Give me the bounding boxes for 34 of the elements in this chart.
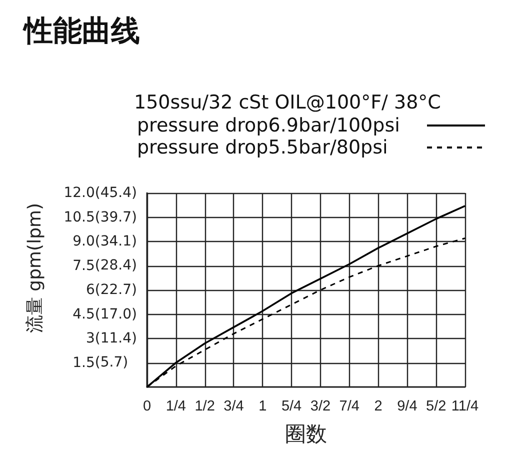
y2-tick-label: (28.4) xyxy=(94,258,138,274)
y2-tick-label: (34.1) xyxy=(94,233,138,250)
y2-tick-label: (17.0) xyxy=(94,306,138,322)
x-tick-label: 1/4 xyxy=(166,398,186,414)
x-tick-label: 9/4 xyxy=(397,398,418,414)
x-tick-label: 11/4 xyxy=(451,398,479,414)
legend-label: pressure drop5.5bar/80psi xyxy=(137,136,388,158)
y-tick-label: 6 xyxy=(86,282,95,298)
x-tick-label: 5/2 xyxy=(426,398,446,414)
y-tick-label: 4.5 xyxy=(72,306,95,322)
x-tick-label: 0 xyxy=(142,398,152,414)
y-tick-label: 7.5 xyxy=(72,258,95,274)
y-tick-label: 10.5 xyxy=(64,209,95,226)
y-tick-label: 9.0 xyxy=(72,234,95,250)
x-tick-label: 7/4 xyxy=(339,398,360,414)
y2-tick-label: (11.4) xyxy=(94,330,138,346)
x-tick-label: 5/4 xyxy=(281,398,302,414)
y2-tick-label: (22.7) xyxy=(94,282,138,298)
x-tick-label: 3/2 xyxy=(310,398,331,414)
legend-title: 150ssu/32 cSt OIL@100°F/ 38°C xyxy=(134,92,441,114)
x-tick-label: 1/2 xyxy=(194,398,215,414)
x-tick-label: 1 xyxy=(258,398,267,414)
y-tick-label: 3 xyxy=(86,330,95,346)
y2-tick-label: (39.7) xyxy=(94,209,138,226)
x-axis-title: 圈数 xyxy=(285,423,327,446)
x-tick-label: 2 xyxy=(374,398,382,414)
y2-tick-label: (45.4) xyxy=(94,185,138,201)
y-tick-label: 12.0 xyxy=(64,185,95,201)
chart-title: 性能曲线 xyxy=(22,16,140,48)
x-tick-label: 3/4 xyxy=(224,398,244,414)
y-axis-title: 流量 gpm(lpm) xyxy=(24,202,46,334)
y2-tick-label: (5.7) xyxy=(94,354,128,371)
y-tick-label: 1.5 xyxy=(72,354,95,371)
legend-label: pressure drop6.9bar/100psi xyxy=(137,114,400,136)
